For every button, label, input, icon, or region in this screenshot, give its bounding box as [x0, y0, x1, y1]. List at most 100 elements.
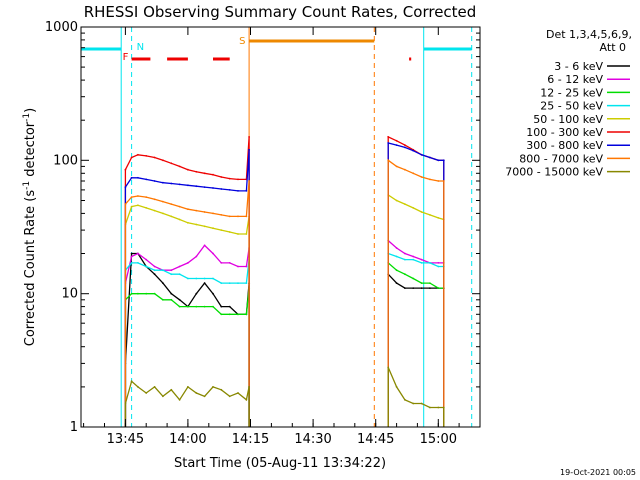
data-point-7000-15000-kev-0-4 [153, 386, 156, 388]
data-point-50-100-kev-0-1 [130, 205, 133, 208]
y-tick-label-3: 1000 [45, 20, 78, 35]
data-point-7000-15000-kev-0-14 [237, 392, 239, 394]
data-point-25-50-kev-0-3 [145, 265, 148, 268]
series-line-50-100-kev-segment-1 [387, 193, 445, 427]
data-point-12-25-kev-0-6 [170, 298, 173, 301]
series-line-6-12-kev-segment-1 [387, 239, 445, 427]
data-point-50-100-kev-0-7 [178, 218, 181, 221]
data-point-50-100-kev-0-14 [237, 233, 239, 235]
data-point-25-50-kev-0-13 [228, 282, 231, 284]
data-point-12-25-kev-1-3 [412, 277, 415, 280]
data-point-300-800-kev-1-3 [412, 149, 415, 152]
flag-label-n: N [137, 42, 144, 53]
flag-label-f: F [123, 52, 129, 63]
data-point-6-12-kev-0-3 [145, 258, 148, 261]
timestamp: 19-Oct-2021 00:05 [560, 468, 636, 477]
series-layer [124, 135, 445, 427]
data-point-300-800-kev-1-7 [442, 159, 445, 162]
data-point-800-7000-kev-1-1 [395, 165, 398, 168]
data-point-800-7000-kev-0-12 [220, 214, 223, 216]
data-point-12-25-kev-0-4 [153, 292, 156, 295]
data-point-6-12-kev-1-2 [404, 252, 406, 255]
data-point-25-50-kev-1-1 [395, 255, 398, 258]
data-point-7000-15000-kev-1-3 [412, 402, 415, 405]
data-point-3-6-kev-0-13 [228, 305, 231, 308]
data-point-800-7000-kev-1-0 [387, 159, 390, 162]
data-point-800-7000-kev-0-16 [248, 180, 251, 182]
data-point-100-300-kev-0-2 [137, 153, 139, 156]
data-point-3-6-kev-1-3 [412, 287, 415, 289]
data-point-800-7000-kev-1-3 [412, 172, 415, 175]
data-point-300-800-kev-0-5 [162, 181, 164, 184]
series-line-300-800-kev-segment-1 [387, 142, 445, 427]
data-point-800-7000-kev-0-3 [145, 196, 148, 199]
data-point-6-12-kev-0-10 [203, 244, 206, 247]
data-point-6-12-kev-0-7 [178, 265, 181, 268]
data-point-800-7000-kev-0-13 [228, 215, 231, 218]
data-point-7000-15000-kev-0-8 [187, 386, 189, 388]
data-point-12-25-kev-0-10 [203, 305, 206, 308]
legend-header-line1: Det 1,3,4,5,6,9, [546, 28, 632, 41]
data-point-300-800-kev-0-12 [220, 188, 223, 190]
data-point-300-800-kev-0-13 [228, 189, 231, 191]
data-point-6-12-kev-0-2 [137, 252, 139, 255]
data-point-7000-15000-kev-1-1 [395, 386, 398, 388]
data-point-3-6-kev-1-1 [395, 282, 398, 284]
data-point-12-25-kev-1-6 [437, 287, 440, 289]
x-tick-label-1: 14:00 [169, 432, 206, 447]
data-point-800-7000-kev-0-14 [237, 215, 239, 218]
data-point-300-800-kev-0-9 [195, 185, 198, 188]
data-point-100-300-kev-0-4 [153, 156, 156, 159]
data-point-12-25-kev-0-5 [162, 298, 164, 301]
data-point-7000-15000-kev-0-2 [137, 386, 139, 388]
series-line-25-50-kev-segment-1 [387, 252, 445, 427]
data-point-800-7000-kev-0-11 [212, 212, 214, 215]
data-point-100-300-kev-0-10 [203, 172, 206, 175]
data-point-300-800-kev-0-15 [245, 190, 248, 192]
data-point-100-300-kev-0-13 [228, 177, 231, 180]
axis-layer: 13:45 14:00 14:15 14:30 14:45 15:00 1 10 100 1000 [45, 20, 481, 447]
data-point-300-800-kev-0-2 [137, 176, 139, 179]
data-point-7000-15000-kev-1-7 [442, 406, 445, 409]
x-tick-label-2: 14:15 [232, 432, 269, 447]
data-point-25-50-kev-0-10 [203, 277, 206, 280]
data-point-12-25-kev-1-5 [429, 282, 431, 284]
data-point-25-50-kev-1-4 [420, 262, 423, 264]
data-point-25-50-kev-1-3 [412, 258, 415, 261]
data-point-50-100-kev-0-6 [170, 215, 173, 218]
x-tick-label-5: 15:00 [420, 432, 457, 447]
y-axis-label-mid: detector [23, 121, 38, 181]
data-point-25-50-kev-1-5 [429, 262, 431, 264]
data-point-300-800-kev-0-0 [124, 186, 127, 189]
flag-layer: NF S [81, 36, 472, 63]
data-point-100-300-kev-0-1 [130, 156, 133, 159]
data-point-300-800-kev-0-11 [212, 187, 214, 189]
data-point-6-12-kev-0-4 [153, 265, 156, 268]
data-point-100-300-kev-0-12 [220, 176, 223, 178]
data-point-800-7000-kev-0-1 [130, 196, 133, 199]
data-point-6-12-kev-0-9 [195, 255, 198, 258]
data-point-25-50-kev-0-14 [237, 282, 239, 284]
data-point-6-12-kev-1-3 [412, 255, 415, 258]
data-point-50-100-kev-0-13 [228, 231, 231, 233]
data-point-7000-15000-kev-0-0 [124, 402, 127, 405]
y-tick-label-1: 10 [61, 287, 78, 302]
data-point-12-25-kev-0-3 [145, 292, 148, 295]
data-point-7000-15000-kev-0-12 [220, 388, 223, 391]
data-point-100-300-kev-0-16 [248, 136, 251, 138]
data-point-50-100-kev-0-4 [153, 209, 156, 212]
data-point-7000-15000-kev-0-9 [195, 392, 198, 394]
chart-title: RHESSI Observing Summary Count Rates, Co… [84, 3, 477, 21]
data-point-3-6-kev-0-1 [130, 252, 133, 255]
data-point-50-100-kev-1-1 [395, 199, 398, 202]
data-point-6-12-kev-0-13 [228, 262, 231, 264]
data-point-50-100-kev-1-5 [429, 214, 431, 216]
data-point-800-7000-kev-0-6 [170, 203, 173, 206]
data-point-300-800-kev-1-4 [420, 153, 423, 156]
data-point-800-7000-kev-1-2 [404, 168, 406, 171]
data-point-25-50-kev-1-6 [437, 265, 440, 268]
data-point-12-25-kev-0-14 [237, 313, 239, 316]
data-point-25-50-kev-0-12 [220, 282, 223, 284]
data-point-25-50-kev-0-6 [170, 273, 173, 276]
